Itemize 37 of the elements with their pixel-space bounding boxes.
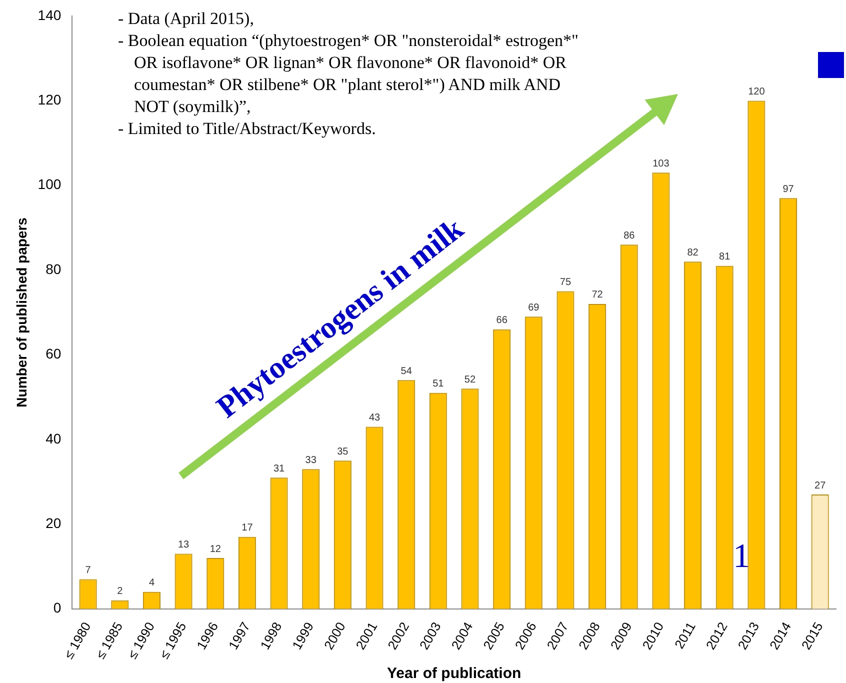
data-label: 12: [210, 544, 222, 555]
data-label: 81: [719, 252, 731, 263]
data-label: 97: [782, 184, 794, 195]
x-axis-title: Year of publication: [386, 665, 522, 682]
y-tick-label: 100: [38, 176, 62, 192]
data-label: 27: [814, 480, 826, 492]
y-tick-label: 140: [38, 6, 62, 23]
data-label: 103: [652, 158, 670, 170]
data-label: 33: [305, 454, 317, 466]
data-label: 54: [400, 366, 412, 377]
data-label: 82: [687, 247, 699, 258]
y-tick-label: 20: [46, 515, 62, 532]
data-label: 69: [528, 302, 540, 314]
annotation: - Data (April 2015),: [118, 8, 255, 30]
data-label: 72: [592, 290, 604, 301]
y-tick-label: 120: [38, 92, 62, 108]
y-tick-label: 40: [46, 430, 62, 446]
data-label: 86: [624, 230, 636, 242]
data-label: 2: [117, 586, 124, 598]
data-label: 51: [432, 378, 444, 390]
data-label: 35: [337, 446, 349, 458]
data-label: 17: [242, 522, 254, 534]
data-label: 13: [178, 540, 190, 551]
annotation: 1: [733, 538, 750, 576]
y-tick-label: 0: [53, 600, 62, 616]
data-label: 120: [748, 86, 766, 98]
data-label: 4: [148, 578, 155, 589]
data-label: 66: [496, 315, 508, 326]
data-label: 52: [464, 374, 476, 386]
y-tick-label: 60: [46, 346, 62, 362]
data-label: 75: [560, 277, 572, 288]
y-axis-title: Number of published papers: [13, 217, 30, 408]
annotation: - Boolean equation “(phytoestrogen* OR "nonsteroidal* estrogen*" OR isoflavone* OR lignan* OR flavonone* OR flavonoid* OR coumestan* OR stilbene* OR "plant sterol*") AND milk AND NOT (soymilk)”,: [118, 30, 580, 118]
annotation: - Limited to Title/Abstract/Keywords.: [118, 118, 377, 140]
data-label: 31: [273, 463, 286, 474]
y-tick-label: 80: [46, 260, 62, 277]
data-label: 7: [85, 564, 92, 576]
